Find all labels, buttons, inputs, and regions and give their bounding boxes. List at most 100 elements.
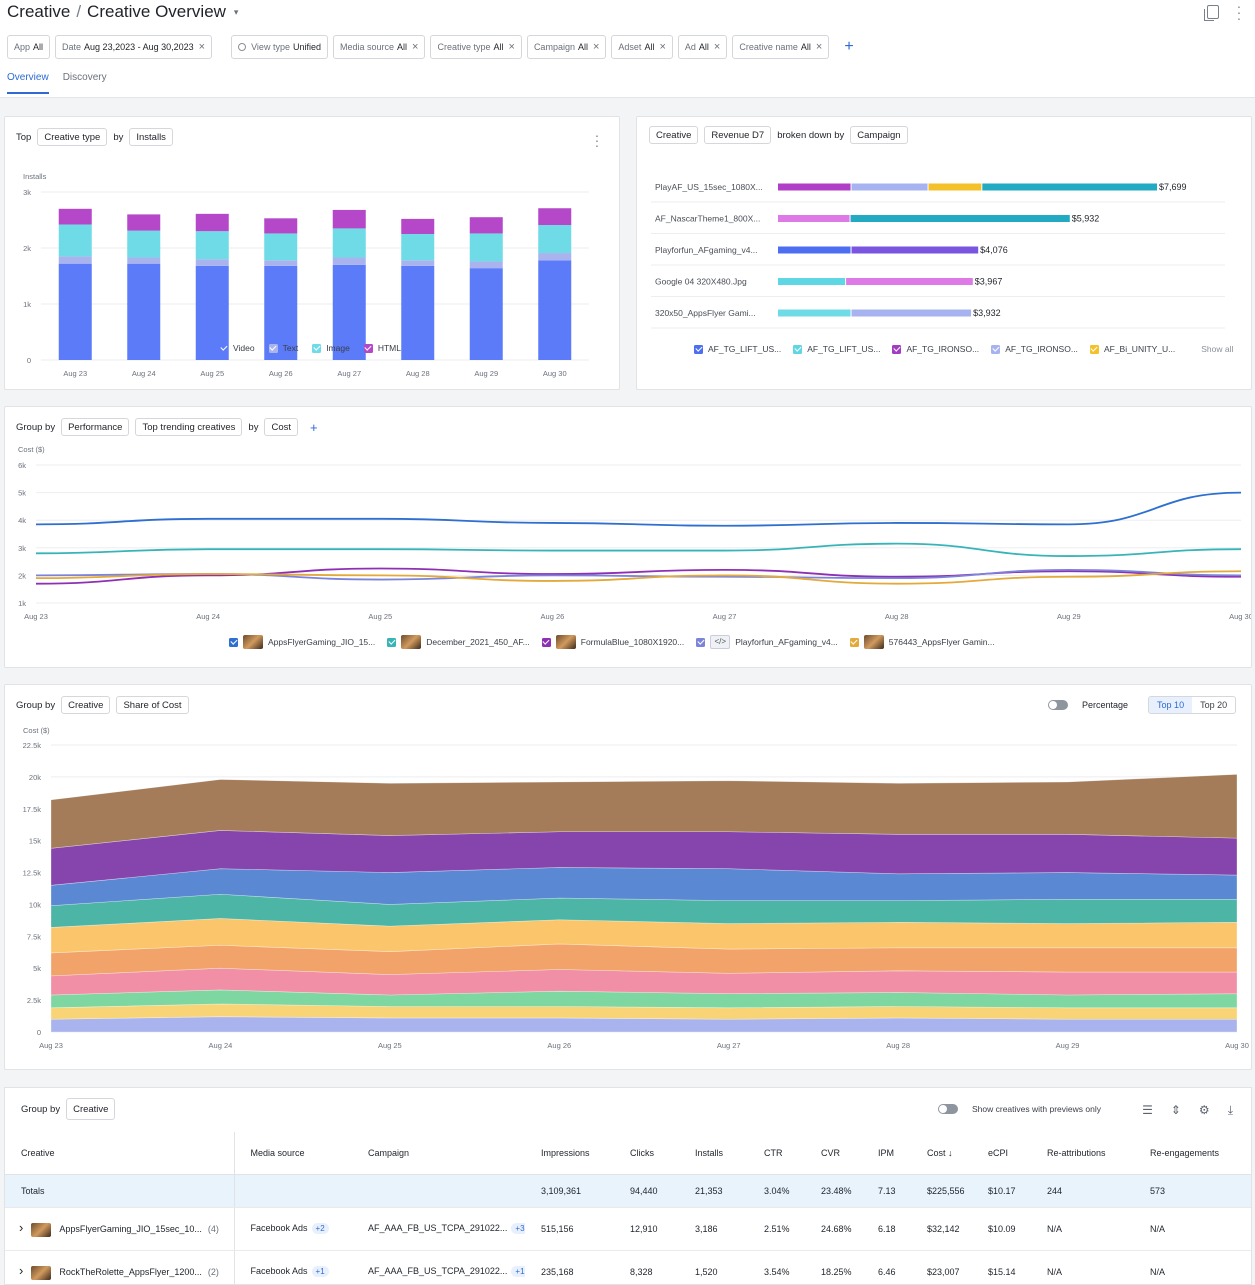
creative-name[interactable]: AppsFlyerGaming_JIO_15sec_10...	[59, 1224, 202, 1235]
copy-icon[interactable]	[1204, 5, 1219, 21]
gear-icon[interactable]: ⚙	[1198, 1103, 1210, 1117]
checkbox-icon[interactable]	[268, 343, 278, 353]
filter-chip-creative-name[interactable]: Creative name All ×	[732, 35, 830, 59]
legend-item-image[interactable]: Image	[312, 343, 350, 353]
filter-chip-view-type[interactable]: View type Unified	[231, 35, 328, 59]
legend-item[interactable]: 576443_AppsFlyer Gamin...	[849, 635, 995, 649]
column-header-impressions[interactable]: Impressions	[525, 1132, 614, 1175]
group-selector[interactable]: Creative	[61, 696, 111, 714]
checkbox-icon[interactable]	[387, 637, 397, 647]
checkbox-icon[interactable]	[694, 344, 703, 354]
legend-item[interactable]: </> Playforfun_AFgaming_v4...	[696, 635, 838, 649]
top20-option[interactable]: Top 20	[1200, 700, 1228, 710]
tab-overview[interactable]: Overview	[7, 72, 49, 94]
legend-item-html[interactable]: HTML	[363, 343, 401, 353]
checkbox-icon[interactable]	[219, 343, 228, 353]
series-line-december-2021-450-af	[35, 542, 1242, 557]
close-icon[interactable]: ×	[659, 41, 666, 53]
chevron-down-icon[interactable]: ▾	[233, 6, 239, 17]
filter-chip-media-source[interactable]: Media source All ×	[332, 35, 426, 59]
filter-chip-campaign[interactable]: Campaign All ×	[526, 35, 607, 59]
creative-name[interactable]: RockTheRolette_AppsFlyer_1200...	[59, 1267, 202, 1278]
metric-selector[interactable]: Cost	[264, 418, 299, 436]
filter-chip-app[interactable]: App All	[7, 35, 51, 59]
column-header-clicks[interactable]: Clicks	[614, 1132, 679, 1175]
more-badge[interactable]: +1	[311, 1266, 329, 1277]
filter-chip-adset[interactable]: Adset All ×	[611, 35, 673, 59]
table-row[interactable]: › RockTheRolette_AppsFlyer_1200... (2) Face…	[5, 1250, 1251, 1285]
add-filter-button[interactable]: +	[844, 38, 854, 55]
close-icon[interactable]: ×	[815, 41, 823, 53]
dimension-selector[interactable]: Creative	[649, 126, 699, 144]
legend-item[interactable]: AppsFlyerGaming_JIO_15...	[229, 635, 375, 649]
checkbox-icon[interactable]	[1089, 344, 1099, 354]
column-header-installs[interactable]: Installs	[679, 1132, 748, 1175]
percentage-toggle[interactable]	[1048, 700, 1068, 710]
column-header-campaign[interactable]: Campaign	[352, 1132, 525, 1175]
filter-chip-date[interactable]: Date Aug 23,2023 - Aug 30,2023 ×	[55, 35, 213, 59]
checkbox-icon[interactable]	[793, 344, 803, 354]
metric-selector[interactable]: Revenue D7	[704, 126, 772, 144]
checkbox-icon[interactable]	[541, 637, 551, 647]
more-badge[interactable]: +2	[311, 1223, 329, 1234]
show-all-link[interactable]: Show all	[1201, 344, 1234, 354]
column-header-cvr[interactable]: CVR	[805, 1132, 862, 1175]
checkbox-icon[interactable]	[892, 344, 902, 354]
filter-label: Campaign	[533, 42, 575, 52]
metric-selector[interactable]: Share of Cost	[116, 696, 189, 714]
legend-item[interactable]: AF_TG_LIFT_US...	[694, 344, 781, 354]
close-icon[interactable]: ×	[508, 41, 515, 53]
legend-item[interactable]: AF_TG_IRONSO...	[991, 344, 1078, 354]
legend-item[interactable]: AF_TG_IRONSO...	[892, 344, 979, 354]
y-tick-label: 1k	[18, 599, 26, 608]
breakdown-selector[interactable]: Campaign	[850, 126, 908, 144]
column-header-ctr[interactable]: CTR	[748, 1132, 805, 1175]
table-row[interactable]: › AppsFlyerGaming_JIO_15sec_10... (4) Faceb…	[5, 1207, 1251, 1251]
legend-item[interactable]: FormulaBlue_1080X1920...	[541, 635, 684, 649]
expand-icon[interactable]: ⇕	[1170, 1103, 1181, 1117]
checkbox-icon[interactable]	[229, 637, 238, 647]
metric-selector[interactable]: Installs	[129, 128, 173, 146]
checkbox-icon[interactable]	[312, 343, 322, 353]
checkbox-icon[interactable]	[991, 344, 1001, 354]
column-header-creative[interactable]: Creative	[5, 1132, 235, 1175]
column-header-re-attributions[interactable]: Re-attributions	[1031, 1132, 1134, 1175]
close-icon[interactable]: ×	[592, 41, 600, 53]
filter-chip-ad[interactable]: Ad All ×	[677, 35, 728, 59]
trend-selector[interactable]: Top trending creatives	[135, 418, 243, 436]
column-header-re-engagements[interactable]: Re-engagements	[1134, 1132, 1251, 1175]
add-metric-button[interactable]: +	[310, 419, 318, 435]
sort-icon[interactable]: ☰	[1142, 1103, 1153, 1117]
legend-item[interactable]: AF_Bi_UNITY_U...	[1089, 344, 1175, 354]
checkbox-icon[interactable]	[363, 343, 373, 353]
more-badge[interactable]: +3	[511, 1223, 525, 1234]
more-options-icon[interactable]: · · ·	[594, 127, 600, 153]
more-badge[interactable]: +1	[511, 1266, 525, 1277]
tab-discovery[interactable]: Discovery	[62, 72, 107, 83]
download-icon[interactable]: ⤓	[1227, 1103, 1233, 1117]
column-header-cost[interactable]: Cost ↓	[911, 1132, 972, 1175]
legend-item-text[interactable]: Text	[268, 343, 298, 353]
group-selector[interactable]: Performance	[61, 418, 130, 436]
more-options-icon[interactable]: · · ·	[1236, 0, 1242, 26]
top10-option[interactable]: Top 10	[1149, 697, 1193, 713]
close-icon[interactable]: ×	[412, 41, 419, 53]
close-icon[interactable]: ×	[713, 41, 721, 53]
chevron-right-icon[interactable]: ›	[19, 1263, 24, 1279]
x-tick-label: Aug 25	[200, 369, 224, 378]
filter-chip-creative-type[interactable]: Creative type All ×	[430, 35, 522, 59]
checkbox-icon[interactable]	[849, 637, 859, 647]
chevron-right-icon[interactable]: ›	[19, 1220, 24, 1236]
previews-toggle[interactable]	[938, 1104, 958, 1114]
legend-item-video[interactable]: Video	[219, 343, 255, 353]
legend-item[interactable]: AF_TG_LIFT_US...	[793, 344, 880, 354]
column-header-ecpi[interactable]: eCPI	[972, 1132, 1031, 1175]
legend-item[interactable]: December_2021_450_AF...	[387, 635, 530, 649]
group-selector[interactable]: Creative	[66, 1098, 116, 1120]
column-header-media-source[interactable]: Media source	[234, 1132, 352, 1175]
close-icon[interactable]: ×	[198, 41, 206, 53]
column-header-ipm[interactable]: IPM	[862, 1132, 911, 1175]
dimension-selector[interactable]: Creative type	[37, 128, 108, 146]
breadcrumb-root[interactable]: Creative	[7, 2, 71, 21]
checkbox-icon[interactable]	[696, 637, 706, 647]
